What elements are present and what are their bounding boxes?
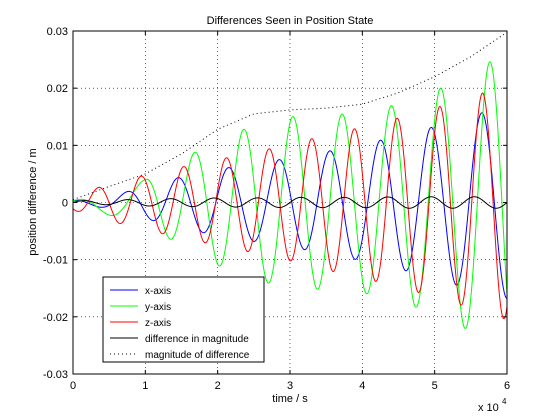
legend: x-axis y-axis z-axis difference in magnitud… — [102, 276, 265, 363]
series-line-2 — [72, 92, 508, 320]
x-tick-label: 4 — [359, 380, 365, 392]
series-line-3 — [72, 196, 508, 209]
x-tick-label: 5 — [432, 380, 438, 392]
x-multiplier-exponent: 4 — [502, 397, 507, 406]
chart-title: Differences Seen in Position State — [207, 15, 374, 27]
y-tick-label: 0 — [62, 198, 68, 210]
legend-label: y-axis — [145, 302, 171, 313]
x-tick-label: 0 — [70, 380, 76, 392]
x-axis-ticks: 0 1 2 3 4 5 6 — [70, 31, 510, 392]
legend-label: magnitude of difference — [145, 350, 250, 361]
y-axis-ticks: -0.03 -0.02 -0.01 0 0.01 0.02 0.03 — [43, 26, 507, 381]
series-layer — [72, 31, 508, 329]
legend-label: difference in magnitude — [145, 334, 249, 345]
y-tick-label: -0.02 — [43, 312, 68, 324]
y-tick-label: 0.03 — [47, 26, 68, 38]
x-tick-label: 1 — [142, 380, 148, 392]
legend-box — [102, 276, 265, 363]
y-tick-label: -0.01 — [43, 255, 68, 267]
x-axis-label: time / s — [272, 393, 308, 405]
x-tick-label: 3 — [287, 380, 293, 392]
legend-label: z-axis — [145, 318, 171, 329]
x-multiplier-label: x 10 — [478, 402, 499, 414]
x-tick-label: 6 — [504, 380, 510, 392]
y-axis-label: position difference / m — [27, 148, 39, 255]
y-tick-label: 0.01 — [47, 140, 68, 152]
series-line-4 — [72, 31, 508, 201]
legend-label: x-axis — [145, 286, 171, 297]
x-tick-label: 2 — [215, 380, 221, 392]
y-tick-label: -0.03 — [43, 369, 68, 381]
y-tick-label: 0.02 — [47, 83, 68, 95]
